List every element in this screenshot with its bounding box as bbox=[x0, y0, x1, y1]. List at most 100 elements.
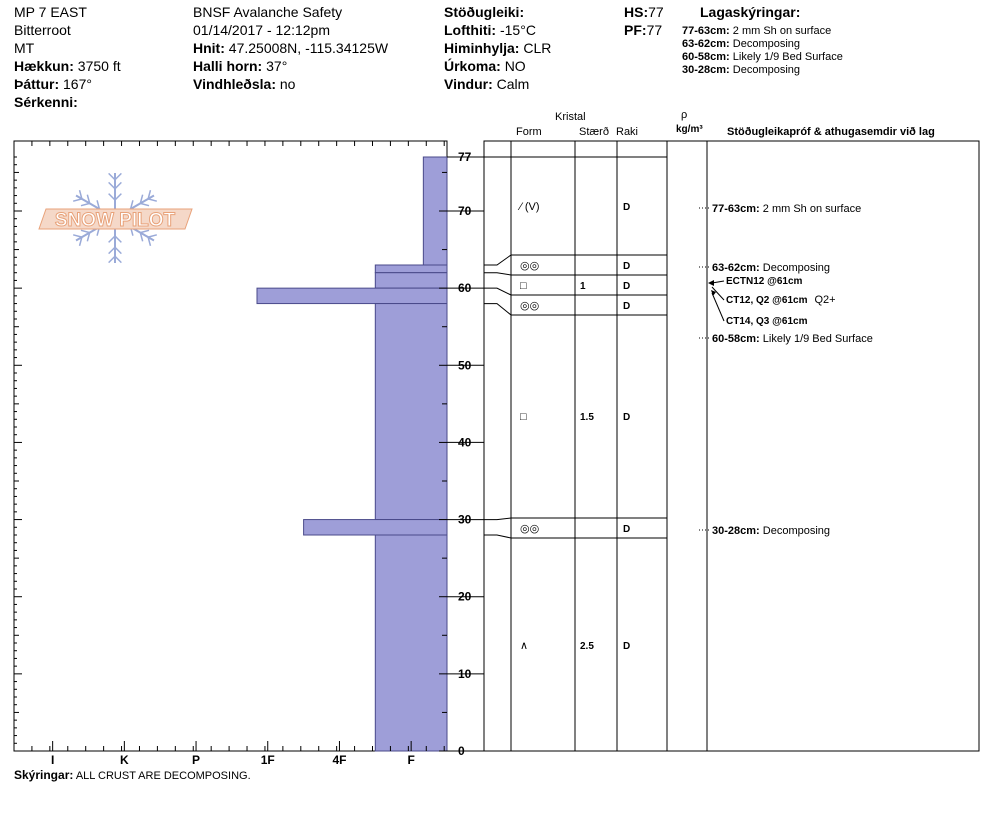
wind-label: Vindur: bbox=[444, 76, 493, 92]
organization: BNSF Avalanche Safety bbox=[193, 4, 343, 20]
grain-form: □ bbox=[520, 411, 527, 423]
profile-table-frame bbox=[483, 140, 980, 752]
depth-label: 60 bbox=[458, 281, 472, 295]
grain-size: 1.5 bbox=[580, 412, 594, 423]
depth-label: 0 bbox=[458, 744, 465, 758]
snowflake-branch bbox=[114, 181, 122, 190]
layer-connector bbox=[484, 287, 512, 296]
comment-depth: 77-63cm: bbox=[712, 203, 763, 215]
profile-rows: ⁄ (V) D ◎◎ D □ 1 D ◎◎ D □ 1.5 D ◎◎ D ∧ 2.5 D bbox=[484, 156, 667, 652]
features-label: Sérkenni: bbox=[14, 94, 78, 110]
snowflake-branch bbox=[108, 193, 116, 201]
depth-label: 10 bbox=[458, 667, 472, 681]
hs-label: HS: bbox=[624, 4, 649, 20]
grain-form: ◎◎ bbox=[520, 300, 539, 312]
snowflake-branch bbox=[96, 200, 101, 210]
notes: Skýringar: ALL CRUST ARE DECOMPOSING. bbox=[14, 769, 251, 782]
hardness-bars bbox=[256, 156, 448, 752]
snowflake-branch bbox=[72, 198, 83, 202]
x-tick-label: P bbox=[192, 753, 200, 767]
state-name: MT bbox=[14, 40, 35, 56]
moisture-value: D bbox=[623, 524, 630, 535]
x-tick-label: 1F bbox=[261, 753, 275, 767]
air-temp-label: Lofthiti: bbox=[444, 22, 497, 38]
snowflake-branch bbox=[108, 235, 116, 243]
layer-comment: 60-58cm: Likely 1/9 Bed Surface bbox=[712, 333, 873, 345]
logo-text: SNOW PILOT bbox=[55, 210, 176, 231]
comment-depth: 30-28cm: bbox=[712, 525, 763, 537]
legend-item: 63-62cm: Decomposing bbox=[682, 38, 800, 50]
layer-connector bbox=[484, 534, 512, 539]
snowflake-branch bbox=[139, 232, 144, 242]
legend-desc: Likely 1/9 Bed Surface bbox=[732, 51, 843, 63]
layer-connector bbox=[484, 254, 512, 266]
range-name: Bitterroot bbox=[14, 22, 71, 38]
arrow-head bbox=[708, 280, 714, 286]
depth-axis: 0 10 20 30 40 50 60 70 77 bbox=[14, 150, 484, 758]
legend-depth: 77-63cm: bbox=[682, 25, 730, 37]
snowpilot-logo: SNOW PILOT bbox=[38, 172, 193, 264]
snowflake-branch bbox=[140, 229, 150, 234]
comment-text: Decomposing bbox=[763, 525, 830, 537]
snowflake-branch bbox=[114, 246, 122, 255]
comment-depth: 60-58cm: bbox=[712, 333, 763, 345]
layer-connector bbox=[484, 517, 512, 521]
hardness-bar bbox=[303, 519, 448, 536]
size-header: Stærð bbox=[579, 126, 609, 138]
snowflake-branch bbox=[108, 255, 116, 264]
test-pointer bbox=[711, 286, 725, 301]
air-temp: Lofthiti: -15°C bbox=[444, 22, 536, 38]
moisture-value: D bbox=[623, 301, 630, 312]
snowflake-branch bbox=[114, 193, 122, 201]
stability-test: CT14, Q3 @61cm bbox=[726, 316, 808, 327]
layer-comments: 77-63cm: 2 mm Sh on surface 63-62cm: Deco… bbox=[699, 203, 873, 537]
legend-title: Lagaskýringar: bbox=[700, 4, 801, 20]
comment-text: Decomposing bbox=[763, 262, 830, 274]
hardness-bar bbox=[374, 264, 448, 274]
depth-label: 40 bbox=[458, 435, 472, 449]
aspect-label: Þáttur: bbox=[14, 76, 60, 92]
moisture-value: D bbox=[623, 412, 630, 423]
site-name: MP 7 EAST bbox=[14, 4, 87, 20]
depth-label: 20 bbox=[458, 590, 472, 604]
layer-connector bbox=[484, 272, 512, 276]
sky-label: Himinhylja: bbox=[444, 40, 520, 56]
tests-header: Stöðugleikapróf & athugasemdir við lag bbox=[727, 126, 935, 138]
legend-item: 30-28cm: Decomposing bbox=[682, 64, 800, 76]
legend-desc: Decomposing bbox=[732, 64, 801, 76]
comment-depth: 63-62cm: bbox=[712, 262, 763, 274]
stability-label: Stöðugleiki: bbox=[444, 4, 525, 20]
pf-label: PF: bbox=[624, 22, 647, 38]
snowflake-branch bbox=[80, 229, 90, 234]
grain-size: 1 bbox=[580, 281, 586, 292]
datetime: 01/14/2017 - 12:12pm bbox=[193, 22, 330, 38]
coordinates-label: Hnit: bbox=[193, 40, 225, 56]
notes-text: ALL CRUST ARE DECOMPOSING. bbox=[75, 770, 251, 782]
depth-label: 30 bbox=[458, 513, 472, 527]
precipitation: Úrkoma: NO bbox=[444, 58, 526, 74]
legend-desc: 2 mm Sh on surface bbox=[732, 25, 832, 37]
rho-header: ρ bbox=[681, 109, 688, 121]
snowflake-branch bbox=[147, 234, 158, 238]
hardness-bar bbox=[256, 287, 448, 305]
layer-comment: 63-62cm: Decomposing bbox=[712, 262, 830, 274]
slope-angle: Halli horn: 37° bbox=[193, 58, 287, 74]
snowflake-branch bbox=[86, 194, 91, 204]
legend-item: 77-63cm: 2 mm Sh on surface bbox=[682, 25, 831, 37]
air-temp-value: -15°C bbox=[499, 22, 536, 38]
legend-desc: Decomposing bbox=[732, 38, 801, 50]
wind-load-value: no bbox=[279, 76, 296, 92]
test-pointer bbox=[711, 292, 725, 322]
coordinates-value: 47.25008N, -115.34125W bbox=[228, 40, 389, 56]
grain-form: ⁄ (V) bbox=[517, 201, 540, 213]
x-tick-label: K bbox=[120, 753, 129, 767]
snowflake-branch bbox=[78, 236, 83, 247]
stability-test: CT12, Q2 @61cm Q2+ bbox=[726, 294, 836, 306]
comment-text: Likely 1/9 Bed Surface bbox=[763, 333, 873, 345]
logo-banner bbox=[38, 208, 193, 230]
stability-test: ECTN12 @61cm bbox=[726, 276, 803, 287]
layer-comment: 30-28cm: Decomposing bbox=[712, 525, 830, 537]
legend-item: 60-58cm: Likely 1/9 Bed Surface bbox=[682, 51, 843, 63]
hardness-bar bbox=[374, 272, 448, 289]
